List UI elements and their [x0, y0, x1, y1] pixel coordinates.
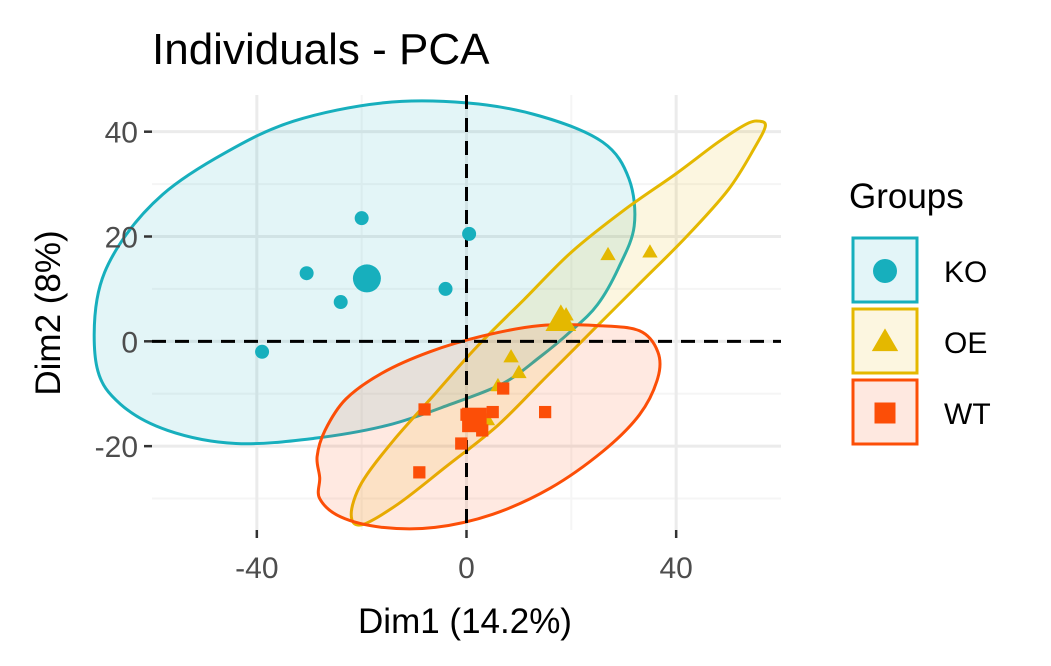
x-tick-label: -40	[235, 552, 278, 585]
point-wt	[497, 382, 510, 395]
point-wt	[455, 437, 468, 450]
point-ko	[462, 226, 477, 241]
legend-marker-oe	[871, 328, 899, 352]
point-wt	[539, 405, 552, 419]
confidence-ellipses	[92, 99, 767, 531]
reference-lines	[152, 95, 781, 530]
data-points	[255, 211, 658, 479]
point-ko	[333, 295, 348, 310]
legend-label-wt: WT	[944, 398, 991, 431]
legend: Groups KO OE WT	[849, 177, 991, 446]
centroid-oe	[545, 304, 577, 332]
x-tick-label: 40	[659, 552, 692, 585]
y-tick-label: -20	[95, 431, 138, 464]
legend-label-oe: OE	[944, 327, 987, 360]
point-wt	[418, 403, 431, 416]
centroid-ko	[352, 264, 381, 293]
centroid-wt	[462, 407, 487, 433]
y-tick-label: 20	[105, 222, 138, 255]
y-tick-label: 0	[121, 326, 138, 359]
legend-title: Groups	[849, 177, 964, 216]
legend-marker-ko	[873, 259, 897, 283]
point-oe	[503, 349, 519, 363]
y-tick-label: 40	[105, 117, 138, 150]
x-axis-label: Dim1 (14.2%)	[358, 602, 572, 641]
legend-marker-wt	[874, 402, 896, 424]
axis-ticks: -40 0 40 -20 0 20 40	[95, 117, 693, 585]
point-oe	[600, 246, 616, 261]
legend-label-ko: KO	[944, 256, 987, 289]
point-ko	[438, 281, 453, 296]
ellipse-wt	[315, 323, 662, 531]
point-ko	[255, 344, 270, 359]
point-oe	[642, 244, 658, 258]
point-ko	[299, 266, 314, 281]
x-tick-label: 0	[458, 552, 475, 585]
point-oe	[511, 364, 527, 379]
point-wt	[486, 405, 499, 419]
chart-title: Individuals - PCA	[152, 25, 490, 74]
point-ko	[354, 211, 369, 226]
y-axis-label: Dim2 (8%)	[29, 230, 68, 395]
point-wt	[413, 466, 426, 479]
